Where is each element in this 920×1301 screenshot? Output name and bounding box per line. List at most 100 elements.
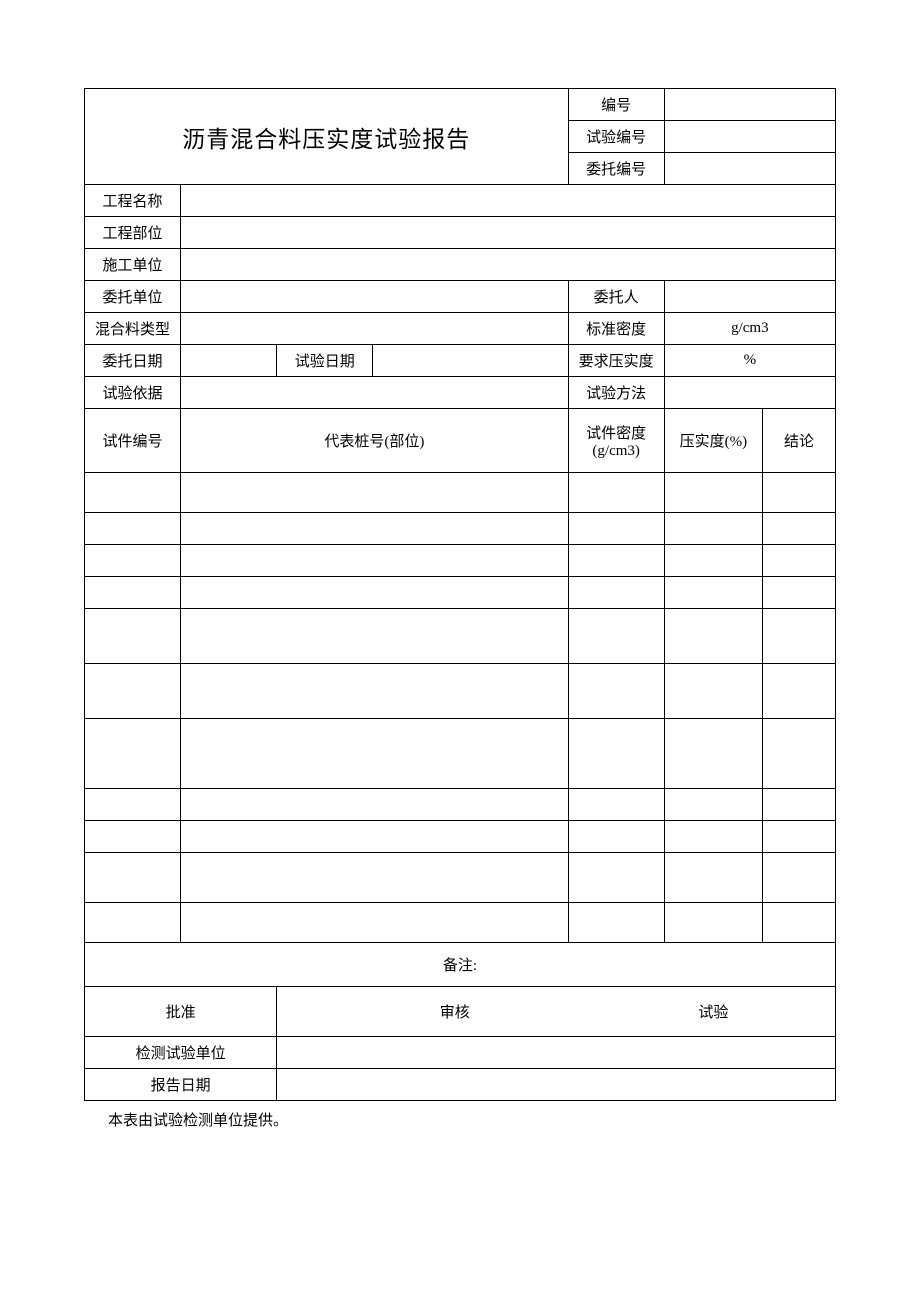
label-entrust-no: 委托编号 xyxy=(568,153,664,185)
table-cell xyxy=(85,719,181,789)
table-cell xyxy=(763,609,836,664)
col-compaction: 压实度(%) xyxy=(664,409,762,473)
table-cell xyxy=(85,545,181,577)
label-construction-unit: 施工单位 xyxy=(85,249,181,281)
table-cell xyxy=(85,853,181,903)
table-cell xyxy=(763,903,836,943)
table-row xyxy=(85,903,836,943)
value-test-no xyxy=(664,121,835,153)
table-cell xyxy=(664,853,762,903)
label-project-part: 工程部位 xyxy=(85,217,181,249)
col-conclusion: 结论 xyxy=(763,409,836,473)
label-entrust-date: 委托日期 xyxy=(85,345,181,377)
table-cell xyxy=(85,903,181,943)
table-row xyxy=(85,719,836,789)
label-approve: 批准 xyxy=(85,987,277,1037)
table-row xyxy=(85,789,836,821)
footnote: 本表由试验检测单位提供。 xyxy=(84,1109,836,1130)
value-project-part xyxy=(181,217,836,249)
table-row xyxy=(85,545,836,577)
value-entrust-no xyxy=(664,153,835,185)
table-cell xyxy=(664,545,762,577)
table-cell xyxy=(85,473,181,513)
value-entrust-person xyxy=(664,281,835,313)
value-test-method xyxy=(664,377,835,409)
value-test-unit xyxy=(277,1037,836,1069)
value-mix-type xyxy=(181,313,568,345)
table-cell xyxy=(181,821,568,853)
table-cell xyxy=(568,473,664,513)
table-cell xyxy=(763,545,836,577)
table-cell xyxy=(568,545,664,577)
label-test-date: 试验日期 xyxy=(277,345,373,377)
table-cell xyxy=(181,545,568,577)
table-cell xyxy=(664,577,762,609)
table-cell xyxy=(568,789,664,821)
value-approve xyxy=(277,987,373,1037)
table-cell xyxy=(181,789,568,821)
table-cell xyxy=(763,853,836,903)
table-cell xyxy=(85,577,181,609)
table-cell xyxy=(664,789,762,821)
table-cell xyxy=(568,821,664,853)
label-mix-type: 混合料类型 xyxy=(85,313,181,345)
value-entrust-date xyxy=(181,345,277,377)
table-cell xyxy=(181,513,568,545)
label-req-compaction: 要求压实度 xyxy=(568,345,664,377)
table-cell xyxy=(181,577,568,609)
table-cell xyxy=(568,903,664,943)
label-test: 试验 xyxy=(664,987,762,1037)
table-cell xyxy=(664,473,762,513)
table-cell xyxy=(85,664,181,719)
value-std-density: g/cm3 xyxy=(664,313,835,345)
table-cell xyxy=(763,513,836,545)
label-report-date: 报告日期 xyxy=(85,1069,277,1101)
table-cell xyxy=(568,513,664,545)
table-cell xyxy=(181,853,568,903)
table-cell xyxy=(763,664,836,719)
label-entrust-person: 委托人 xyxy=(568,281,664,313)
value-test-date xyxy=(373,345,568,377)
table-row xyxy=(85,853,836,903)
table-cell xyxy=(568,719,664,789)
table-cell xyxy=(181,609,568,664)
value-construction-unit xyxy=(181,249,836,281)
label-std-density: 标准密度 xyxy=(568,313,664,345)
value-review xyxy=(537,987,665,1037)
table-row xyxy=(85,664,836,719)
report-table: 沥青混合料压实度试验报告 编号 试验编号 委托编号 工程名称 工程部位 施工单位… xyxy=(84,88,836,1101)
value-report-date xyxy=(277,1069,836,1101)
table-cell xyxy=(664,903,762,943)
label-entrust-unit: 委托单位 xyxy=(85,281,181,313)
table-cell xyxy=(181,664,568,719)
table-cell xyxy=(181,903,568,943)
label-test-unit: 检测试验单位 xyxy=(85,1037,277,1069)
table-cell xyxy=(181,719,568,789)
table-cell xyxy=(85,821,181,853)
label-remark: 备注: xyxy=(85,943,836,987)
table-cell xyxy=(568,664,664,719)
table-cell xyxy=(763,719,836,789)
col-specimen-density: 试件密度 (g/cm3) xyxy=(568,409,664,473)
table-cell xyxy=(664,513,762,545)
table-cell xyxy=(664,664,762,719)
label-project-name: 工程名称 xyxy=(85,185,181,217)
table-row xyxy=(85,577,836,609)
value-serial-no xyxy=(664,89,835,121)
label-test-no: 试验编号 xyxy=(568,121,664,153)
value-test-basis xyxy=(181,377,568,409)
table-cell xyxy=(568,577,664,609)
label-test-method: 试验方法 xyxy=(568,377,664,409)
table-cell xyxy=(664,609,762,664)
table-cell xyxy=(85,513,181,545)
value-project-name xyxy=(181,185,836,217)
table-row xyxy=(85,473,836,513)
report-title: 沥青混合料压实度试验报告 xyxy=(85,89,569,185)
col-pile-no: 代表桩号(部位) xyxy=(181,409,568,473)
value-test xyxy=(763,987,836,1037)
table-cell xyxy=(763,473,836,513)
label-review: 审核 xyxy=(373,987,537,1037)
table-cell xyxy=(664,719,762,789)
table-cell xyxy=(763,577,836,609)
table-row xyxy=(85,513,836,545)
